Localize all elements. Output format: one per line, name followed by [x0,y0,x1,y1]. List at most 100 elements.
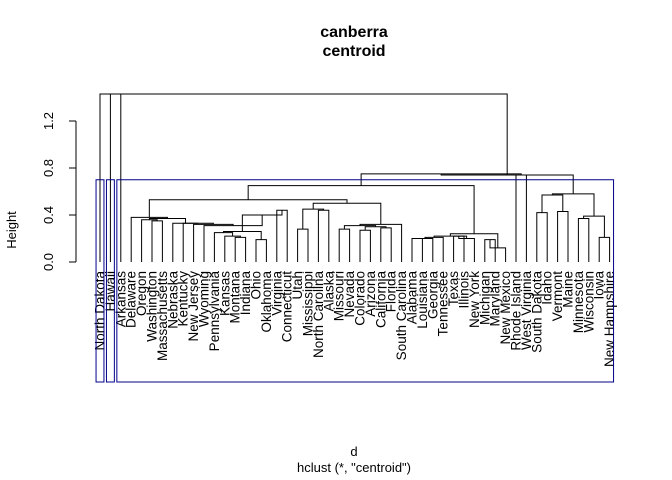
dendrogram-merge [203,215,263,262]
dendrogram-merge [343,225,377,230]
leaf-label: Utah [290,271,305,300]
leaf-label: California [373,271,388,329]
leaf-label: Wisconsin [581,271,596,333]
leaf-label: Ohio [249,271,264,300]
leaf-label: Indiana [238,271,253,316]
dendrogram-merge [338,228,351,262]
dendrogram-merge [99,93,213,262]
leaf-label: New York [467,271,482,328]
leaf-label: New Jersey [186,271,201,342]
dendrogram-merge [247,185,475,234]
dendrogram-merge [364,226,387,231]
leaf-label: Texas [446,271,461,307]
dendrogram-merge [276,209,288,262]
leaf-label: South Dakota [529,271,544,353]
leaf-label: Colorado [353,271,368,326]
leaf-label: Delaware [124,271,139,328]
dendrogram-merge [151,220,163,262]
dendrogram-merge [182,222,214,262]
dendrogram-merge [255,239,267,262]
cluster-rect [105,179,115,383]
leaf-label: Wyoming [197,271,212,327]
y-axis: 0.0 0.4 0.8 1.2 [41,112,77,271]
dendrogram-merge [440,173,574,194]
dendrogram-merge [536,212,548,262]
dendrogram-merge [359,229,371,262]
leaf-label: Nevada [342,271,357,318]
leaf-label: Pennsylvania [207,271,222,352]
leaf-label: Iowa [592,271,607,300]
dendrogram-merge [424,236,444,262]
y-tick-label: 0.0 [41,253,56,271]
leaf-label: Oklahoma [259,271,274,333]
leaf-label: Arizona [363,271,378,317]
leaf-label: Illinois [457,271,472,309]
leaf-label: Massachusetts [155,271,170,361]
dendrogram-merge [458,236,475,262]
leaf-label: Georgia [425,271,440,320]
dendrogram-merge [598,236,611,262]
x-axis-label: d [350,444,357,459]
dendrogram-merge [551,193,595,217]
leaf-label: Missouri [332,271,347,321]
dendrogram-merge [234,236,247,262]
dendrogram-merge [312,202,382,225]
leaf-label: Rhode Island [509,271,524,351]
leaf-label: Tennessee [436,271,451,336]
leaf-label: New Hampshire [602,271,617,367]
leaf-label: West Virginia [519,271,534,351]
dendrogram-merge [213,232,234,262]
leaf-label: Alabama [405,271,420,325]
leaf-labels: North DakotaHawaiiArkansasDelawareOregon… [93,271,618,368]
cluster-rect [95,179,105,383]
leaf-label: Oregon [134,271,149,316]
leaf-label: Virginia [269,271,284,316]
chart-title-line1: canberra [320,24,388,41]
dendrogram-merge [453,235,465,262]
leaf-label: Minnesota [571,271,586,334]
leaf-label: Nebraska [165,271,180,329]
leaf-label: Michigan [477,271,492,325]
chart-title-line2: centroid [322,43,385,60]
leaf-label: Florida [384,271,399,313]
dendrogram-merge [302,208,325,230]
leaf-label: Kentucky [176,271,191,327]
dendrogram-merge [557,210,569,262]
leaf-label: Kansas [217,271,232,316]
cluster-rect [116,179,615,383]
leaf-label: Maine [561,271,576,308]
leaf-label: Louisiana [415,271,430,329]
chart-subtitle: hclust (*, "centroid") [297,460,411,475]
dendrogram-merge [109,93,314,262]
dendrogram-merge [515,174,527,262]
leaf-label: Connecticut [280,271,295,343]
dendrogram-merge [417,238,434,262]
dendrogram-merge [317,209,330,262]
dendrogram-merge [172,222,199,262]
leaf-label: Montana [228,271,243,324]
dendrogram-merge [141,219,158,262]
dendrogram-merge [577,218,590,262]
dendrogram-merge [583,215,605,238]
dendrogram-merge [380,227,392,262]
dendrogram-merge [411,238,423,262]
dendrogram-branches [99,93,611,262]
y-axis-label: Height [4,211,19,249]
dendrogram-merge [193,223,234,262]
dendrogram-merge [224,235,241,262]
dendrogram-merge [541,194,564,213]
dendrogram-merge [120,93,508,262]
leaf-label: South Carolina [394,271,409,361]
y-tick-label: 0.4 [41,206,56,224]
leaf-label: New Mexico [498,271,513,345]
leaf-label: Vermont [550,271,565,322]
leaf-label: North Carolina [311,271,326,359]
leaf-label: Mississippi [301,271,316,336]
dendrogram-merge [297,228,309,262]
leaf-label: Washington [145,271,160,342]
leaf-label: Idaho [540,271,555,305]
cluster-rectangles [95,179,615,383]
y-tick-label: 1.2 [41,112,56,130]
leaf-label: Maryland [488,271,503,327]
